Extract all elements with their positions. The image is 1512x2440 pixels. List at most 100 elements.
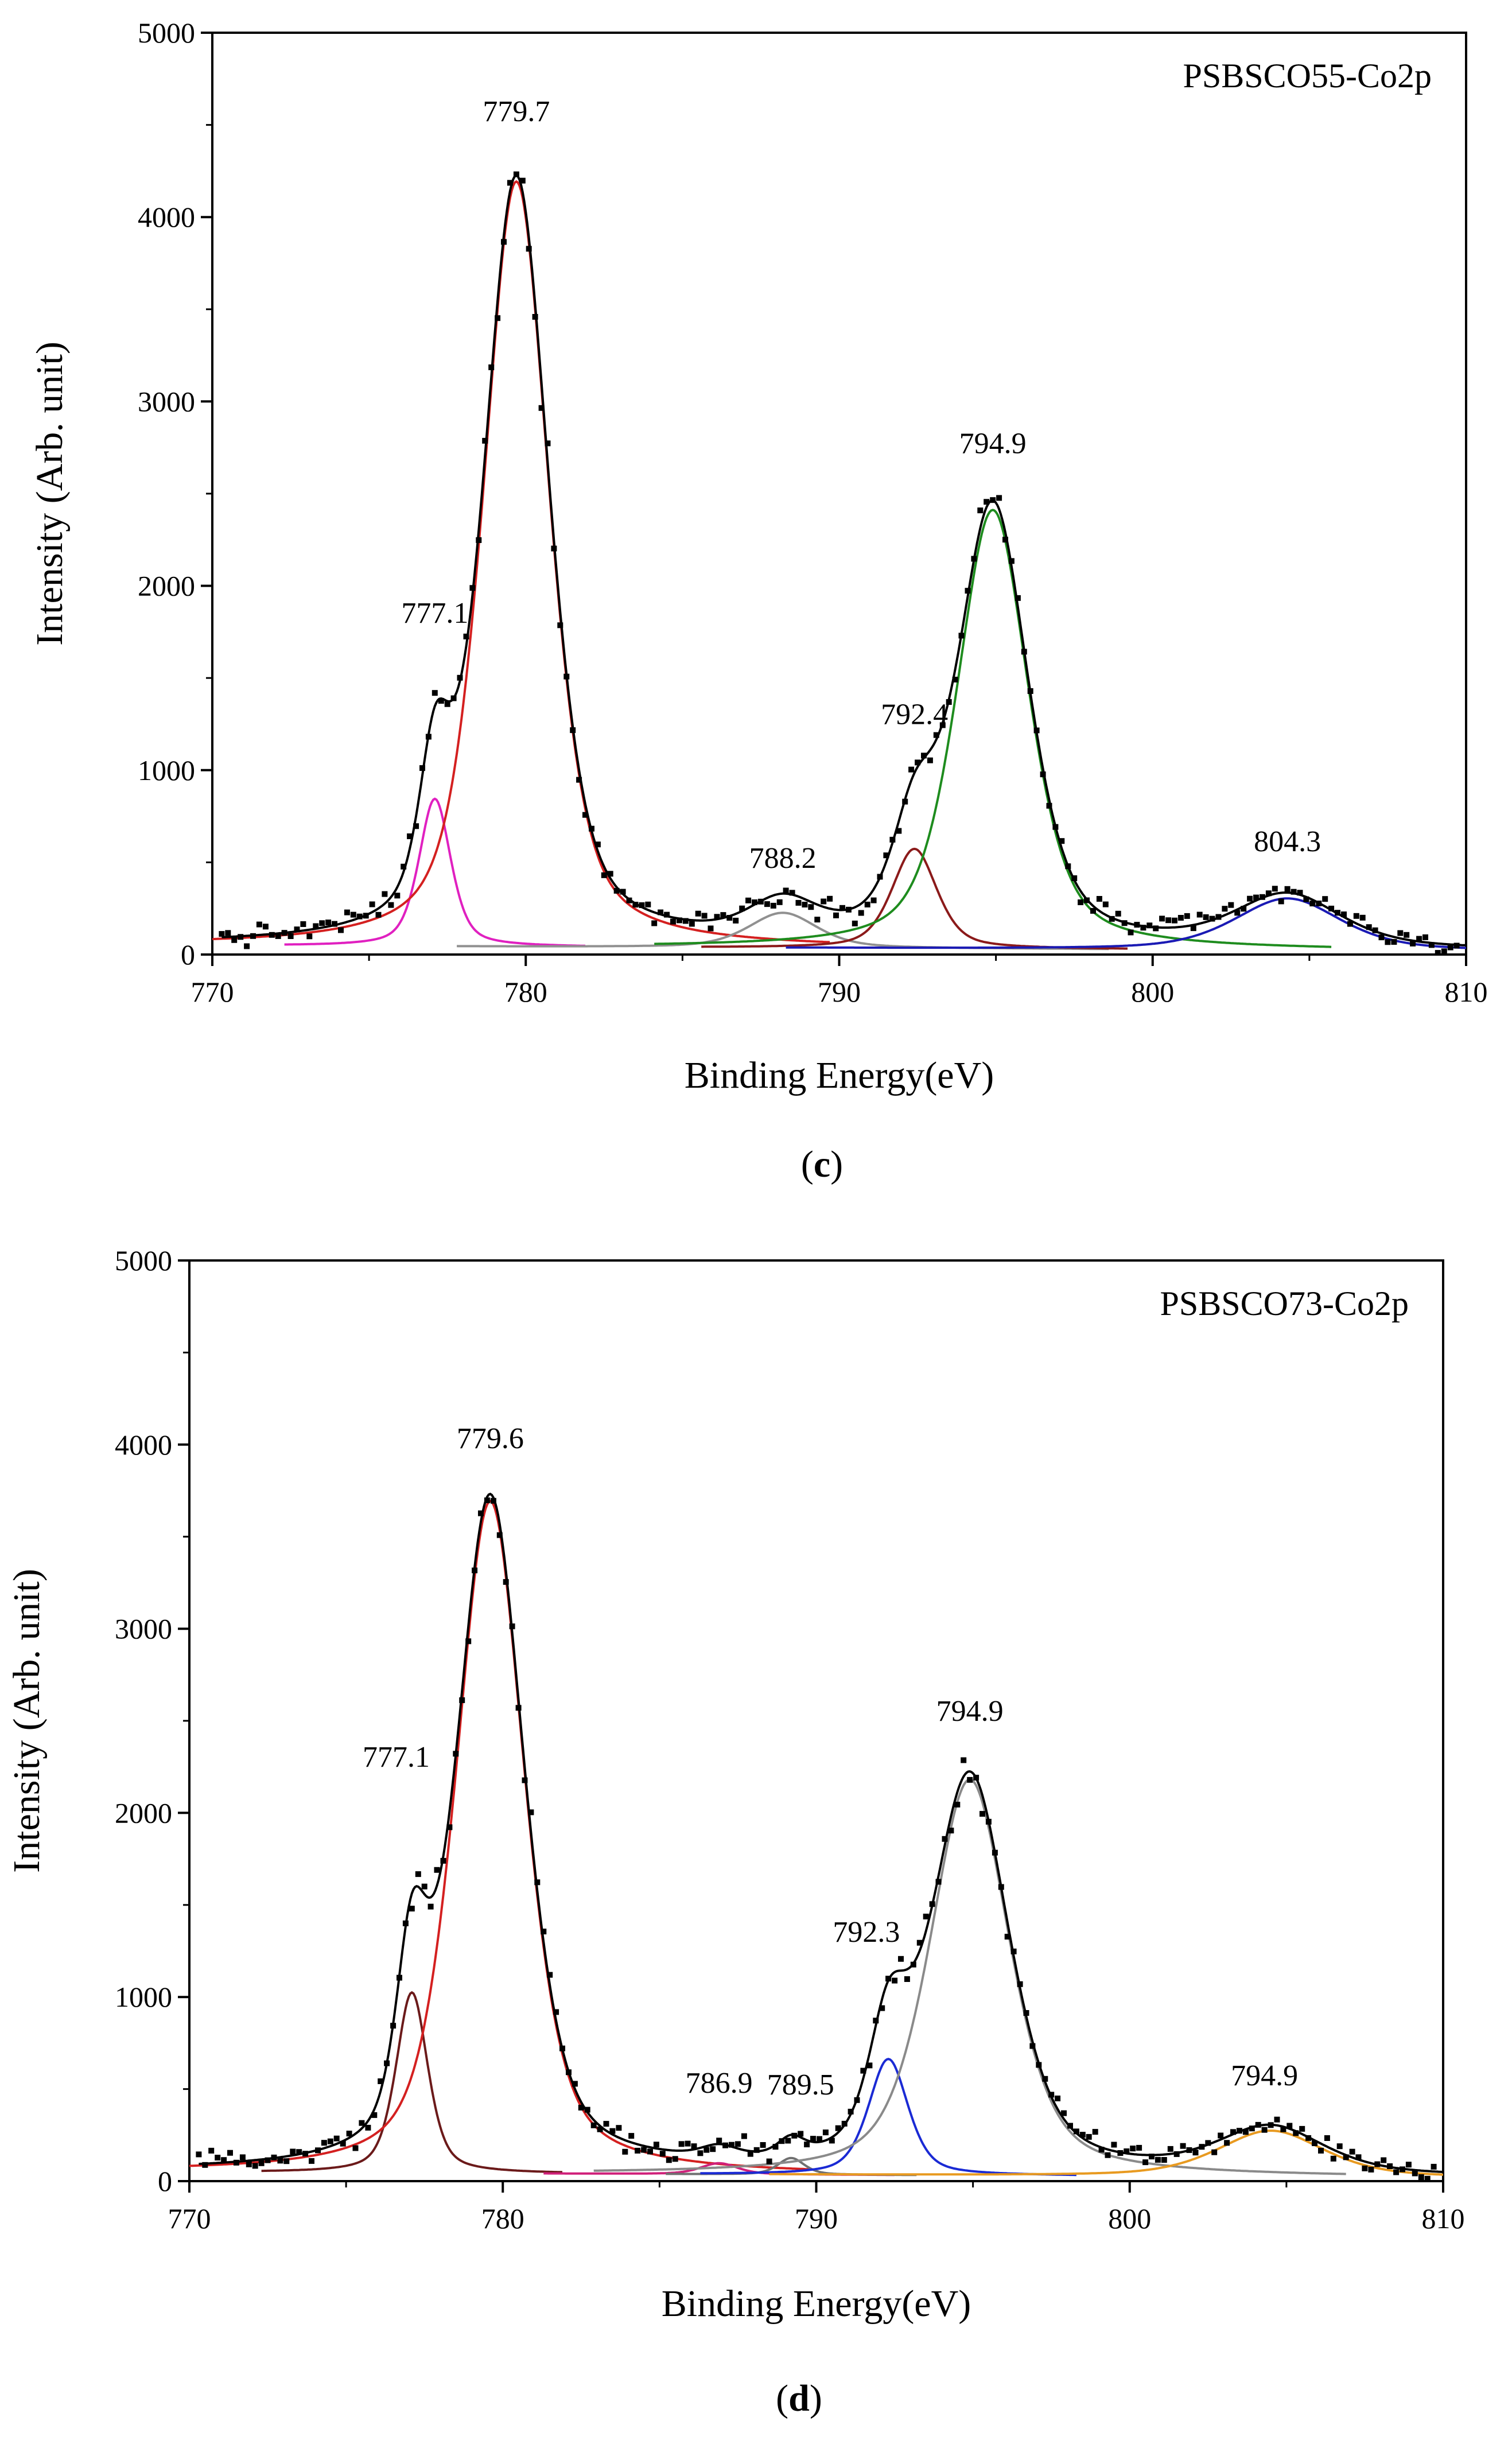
data-point [916,1939,923,1946]
data-point [1242,2129,1249,2135]
data-point [1165,917,1172,924]
data-point [1128,929,1134,936]
data-point [302,2151,309,2157]
data-point [244,943,250,949]
data-point [795,899,802,906]
data-point [363,913,369,919]
data-point [490,1498,496,1504]
data-point [281,930,287,936]
data-point [866,2062,873,2069]
data-point [1046,802,1052,809]
data-point [647,2148,653,2155]
data-point [463,633,469,639]
data-point [1441,948,1447,955]
data-point [444,701,450,707]
data-point [227,2150,233,2156]
data-point [833,912,839,918]
data-point [338,927,344,933]
data-point [817,2136,822,2142]
data-point [578,2104,584,2111]
data-point [482,437,488,444]
data-point [883,852,889,859]
data-point [1293,2130,1299,2136]
peak-label: 804.3 [1254,825,1321,858]
data-point [691,2143,697,2150]
peak-label: 786.9 [686,2067,753,2100]
data-point [1431,2163,1437,2170]
data-point [275,933,281,939]
data-point [703,2147,710,2153]
data-point [1368,2166,1374,2173]
data-point [277,2158,283,2164]
data-point [821,898,827,905]
data-point [1416,936,1422,942]
data-point [570,727,576,734]
panel-label: (d) [776,2377,822,2419]
data-point [559,2045,565,2051]
data-point [476,537,482,543]
plot-frame [188,1259,1444,2182]
data-point [1173,2151,1180,2157]
data-point [670,918,676,925]
data-point [384,2060,390,2066]
peak-label: 777.1 [401,597,468,630]
data-point [1159,916,1165,922]
data-point [985,1818,992,1825]
data-point [1040,771,1046,778]
data-point [804,2142,810,2148]
data-point [1259,894,1265,900]
data-point [716,2138,722,2144]
data-point [1055,2095,1061,2101]
data-point [835,2125,841,2131]
data-point [973,1775,980,1780]
data-point [507,180,513,186]
data-point [789,890,795,896]
data-point [515,1705,522,1711]
panel-c: 0 1000 2000 3000 4000 5000 770 780 790 800 810 Bind… [29,17,1488,1185]
data-point [1015,595,1021,601]
data-point [1303,896,1309,902]
data-point [1209,916,1215,922]
data-point [1010,1948,1017,1954]
data-point [908,766,915,773]
data-point [509,1623,515,1630]
data-point [1385,939,1391,945]
data-point [896,828,902,834]
data-point [1309,901,1316,907]
data-point [1418,2174,1424,2180]
data-point [1002,537,1008,543]
x-tick-label: 790 [818,976,861,1008]
data-point [841,2120,848,2127]
data-point [607,871,613,877]
data-point [1234,910,1241,916]
data-point [446,1824,453,1830]
data-point [923,1914,929,1919]
data-point [854,2097,860,2103]
data-point [628,2133,635,2139]
data-point [388,902,394,908]
data-point [1177,915,1184,921]
panel-label-letter: c [814,1143,830,1185]
data-point [1092,2129,1098,2135]
data-point [864,901,870,907]
data-point [365,2124,371,2131]
data-point [541,1929,547,1935]
data-point [757,898,764,905]
data-point [1265,890,1272,897]
data-point [929,1901,935,1907]
x-tick-label: 790 [795,2202,838,2235]
data-point [271,2154,277,2160]
data-point [459,1697,465,1704]
data-point [1336,2143,1343,2150]
data-point [501,239,507,245]
data-point [1374,2161,1381,2167]
data-point [1215,914,1222,920]
data-point [1412,2170,1418,2177]
data-point [1067,2123,1073,2129]
data-point [877,874,883,880]
data-point [1330,2155,1336,2162]
data-point [453,1751,459,1757]
data-point [664,911,670,918]
data-point [1328,905,1335,911]
data-point [1102,901,1109,907]
